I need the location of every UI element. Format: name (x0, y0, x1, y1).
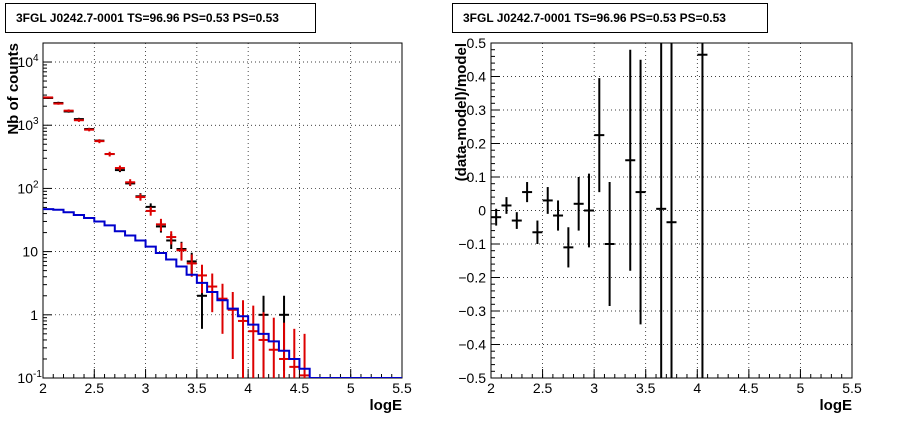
right-y-axis-label: (data-model)/model (453, 43, 470, 181)
right-y-tick-label: 0.2 (467, 136, 487, 152)
right-x-tick-label: 2 (487, 380, 495, 396)
left-y-tick-exponent: 3 (33, 116, 39, 127)
left-x-tick-label: 3.5 (187, 380, 207, 396)
right-y-tick-label: −0.3 (458, 303, 486, 319)
right-y-tick-label: 0.5 (467, 35, 487, 51)
right-x-tick-label: 2.5 (533, 380, 553, 396)
right-series-group (491, 43, 708, 378)
left-x-tick-label: 4 (244, 380, 252, 396)
left-y-tick-label: 10 (17, 117, 33, 133)
right-x-tick-label: 5.5 (842, 380, 862, 396)
right-plot-title: 3FGL J0242.7-0001 TS=96.96 PS=0.53 PS=0.… (452, 3, 768, 33)
left-x-tick-label: 5.5 (392, 380, 412, 396)
left-y-tick-label: 10 (17, 370, 33, 386)
right-x-tick-label: 4 (693, 380, 701, 396)
left-series-group (43, 96, 402, 378)
right-y-tick-label: 0.3 (467, 102, 487, 118)
left-background-model-step (43, 208, 402, 378)
left-x-tick-label: 5 (347, 380, 355, 396)
right-y-tick-label: −0.2 (458, 270, 486, 286)
left-y-tick-label: 10 (17, 180, 33, 196)
left-y-tick-exponent: 2 (33, 179, 39, 190)
right-y-tick-label: −0.1 (458, 236, 486, 252)
left-y-tick-label: 10 (22, 244, 38, 260)
left-x-tick-label: 3 (142, 380, 150, 396)
right-plot: 2 2.5 3 3.5 4 4.5 5 5.5 −0.5 −0.4 −0.3 −0.2 −0.1 0 0.1… (453, 35, 862, 414)
left-y-tick-label: 1 (30, 307, 38, 323)
left-x-tick-label: 2.5 (85, 380, 105, 396)
left-x-tick-label: 4.5 (290, 380, 310, 396)
left-x-axis-label: logE (370, 397, 403, 414)
right-y-tick-label: 0 (478, 203, 486, 219)
right-x-tick-label: 3 (590, 380, 598, 396)
right-x-tick-label: 5 (797, 380, 805, 396)
right-y-tick-label: −0.5 (458, 370, 486, 386)
right-y-tick-label: 0.1 (467, 169, 487, 185)
left-y-axis-label: Nb of counts (5, 43, 22, 135)
left-y-tick-exponent: 4 (33, 53, 39, 64)
right-x-tick-label: 4.5 (739, 380, 759, 396)
left-y-tick-exponent: -1 (33, 369, 42, 380)
left-plot-title: 3FGL J0242.7-0001 TS=96.96 PS=0.53 PS=0.… (5, 3, 316, 33)
left-x-tick-label: 2 (39, 380, 47, 396)
left-y-tick-label: 10 (17, 54, 33, 70)
right-x-tick-label: 3.5 (636, 380, 656, 396)
right-x-axis-label: logE (820, 397, 853, 414)
right-y-tick-label: −0.4 (458, 337, 486, 353)
right-y-tick-label: 0.4 (467, 69, 487, 85)
